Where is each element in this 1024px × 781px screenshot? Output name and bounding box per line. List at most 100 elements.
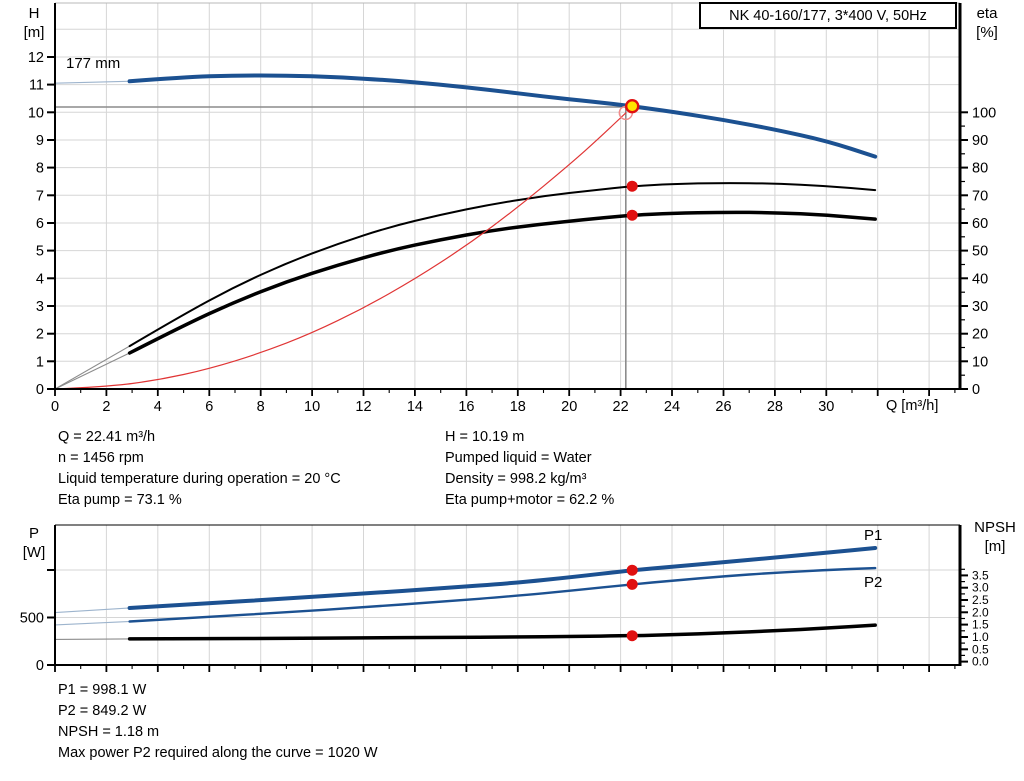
p2-duty-marker — [626, 578, 638, 590]
y-right-tick-label: 40 — [972, 271, 988, 287]
x-axis-tick-label: 2 — [102, 399, 110, 415]
eta-pump-motor-curve-lead — [54, 352, 130, 390]
data-line: Pumped liquid = Water — [445, 450, 592, 466]
data-line: NPSH = 1.18 m — [58, 724, 160, 740]
data-line: H = 10.19 m — [445, 429, 525, 445]
y-right-tick-label: 3.0 — [972, 581, 989, 595]
data-line: Max power P2 required along the curve = … — [58, 745, 378, 761]
x-axis-tick-label: 22 — [613, 399, 629, 415]
y-right-tick-label: 2.0 — [972, 605, 989, 619]
p-axis-unit: [W] — [22, 544, 46, 561]
x-axis-tick-label: 24 — [664, 399, 680, 415]
eta-pump-duty-marker — [626, 180, 638, 192]
y-right-tick-label: 20 — [972, 327, 988, 343]
y-right-tick-label: 80 — [972, 161, 988, 177]
y-left-tick-label: 0 — [36, 658, 44, 674]
y-right-tick-label: 0.5 — [972, 642, 989, 656]
pump-model-title-box: NK 40-160/177, 3*400 V, 50Hz — [699, 2, 957, 29]
eta-pump-motor-curve — [127, 210, 877, 355]
head-curve-177mm — [127, 73, 878, 159]
q-axis-label: Q [m³/h] — [886, 398, 939, 414]
p2-power-curve — [128, 566, 877, 623]
y-right-tick-label: 1.0 — [972, 630, 989, 644]
x-axis-tick-label: 14 — [407, 399, 423, 415]
eta-pump-curve-lead — [54, 345, 130, 390]
impeller-diameter-label: 177 mm — [66, 55, 120, 72]
npsh-duty-marker — [626, 630, 638, 642]
operating-data-left-column: Q = 22.41 m³/h n = 1456 rpm Liquid tempera… — [58, 427, 341, 511]
h-axis-label: H [m] — [13, 4, 55, 42]
h-axis-unit: [m] — [23, 24, 45, 41]
h-axis-name: H — [28, 5, 40, 22]
head-curve-177mm-lead — [54, 80, 130, 84]
y-right-tick-label: 0 — [972, 382, 980, 398]
data-line: P1 = 998.1 W — [58, 682, 147, 698]
x-axis-tick-label: 18 — [510, 399, 526, 415]
y-left-tick-label: 10 — [28, 105, 44, 121]
duty-point-marker — [625, 98, 640, 114]
y-right-tick-label: 3.5 — [972, 568, 989, 582]
y-right-tick-label: 60 — [972, 216, 988, 232]
x-axis-tick-label: 8 — [257, 399, 265, 415]
qh-eta-chart: 0 2 4 6 8 10 12 14 16 18 20 22 24 26 28 300123456789101… — [28, 2, 996, 415]
data-line: Eta pump+motor = 62.2 % — [445, 492, 615, 508]
y-right-tick-label: 90 — [972, 133, 988, 149]
y-left-tick-label: 1 — [36, 354, 44, 370]
x-axis-tick-label: 16 — [458, 399, 474, 415]
y-right-tick-label: 50 — [972, 244, 988, 260]
y-left-tick-label: 6 — [36, 216, 44, 232]
data-line: P2 = 849.2 W — [58, 703, 147, 719]
y-left-tick-label: 9 — [36, 133, 44, 149]
y-right-tick-label: 0.0 — [972, 655, 989, 669]
y-left-tick-label: 12 — [28, 50, 44, 66]
y-left-tick-label: 8 — [36, 161, 44, 177]
pump-model-title: NK 40-160/177, 3*400 V, 50Hz — [729, 7, 927, 24]
y-left-tick-label: 0 — [36, 382, 44, 398]
y-right-tick-label: 100 — [972, 105, 996, 121]
p2-curve-label: P2 — [864, 574, 882, 591]
eta-axis-name: eta — [976, 5, 998, 22]
x-axis-tick-label: 30 — [818, 399, 834, 415]
npsh-axis-unit: [m] — [984, 538, 1006, 555]
data-line: Q = 22.41 m³/h — [58, 429, 156, 445]
y-right-tick-label: 1.5 — [972, 618, 989, 632]
x-axis-tick-label: 6 — [205, 399, 213, 415]
p-axis-label: P [W] — [13, 524, 55, 562]
y-right-tick-label: 30 — [972, 299, 988, 315]
eta-pump-curve — [128, 182, 877, 348]
npsh-axis-name: NPSH — [974, 519, 1016, 536]
y-left-tick-label: 4 — [36, 271, 44, 287]
p1-curve-label: P1 — [864, 527, 882, 544]
x-axis-tick-label: 28 — [767, 399, 783, 415]
x-axis-tick-label: 12 — [355, 399, 371, 415]
x-axis-tick-label: 4 — [154, 399, 162, 415]
eta-axis-unit: [%] — [976, 24, 998, 41]
y-right-tick-label: 2.5 — [972, 593, 989, 607]
x-axis-tick-label: 26 — [715, 399, 731, 415]
data-line: n = 1456 rpm — [58, 450, 144, 466]
operating-data-right-column: H = 10.19 m Pumped liquid = Water Density … — [445, 427, 614, 511]
p-axis-name: P — [28, 525, 39, 542]
y-right-tick-label: 10 — [972, 354, 988, 370]
npsh-curve — [127, 623, 877, 641]
eta-axis-label: eta [%] — [963, 4, 1011, 42]
npsh-axis-label: NPSH [m] — [966, 518, 1024, 556]
npsh-curve-lead — [54, 638, 130, 640]
y-left-tick-label: 500 — [20, 611, 44, 627]
data-line: Eta pump = 73.1 % — [58, 492, 182, 508]
p2-power-curve-lead — [54, 620, 130, 626]
y-left-tick-label: 5 — [36, 244, 44, 260]
eta-pump-motor-duty-marker — [626, 209, 638, 221]
y-left-tick-label: 2 — [36, 327, 44, 343]
power-npsh-chart: 0 500 0.00.51.01.52.02.53.03.5 P1 P2 — [20, 524, 989, 674]
x-axis-tick-label: 0 — [51, 399, 59, 415]
x-axis-tick-label: 20 — [561, 399, 577, 415]
y-left-tick-label: 7 — [36, 188, 44, 204]
system-curve — [54, 112, 627, 390]
x-axis-tick-label: 10 — [304, 399, 320, 415]
y-left-tick-label: 3 — [36, 299, 44, 315]
p1-power-curve — [127, 546, 878, 610]
result-data-block: P1 = 998.1 W P2 = 849.2 W NPSH = 1.18 m Max… — [58, 680, 378, 764]
